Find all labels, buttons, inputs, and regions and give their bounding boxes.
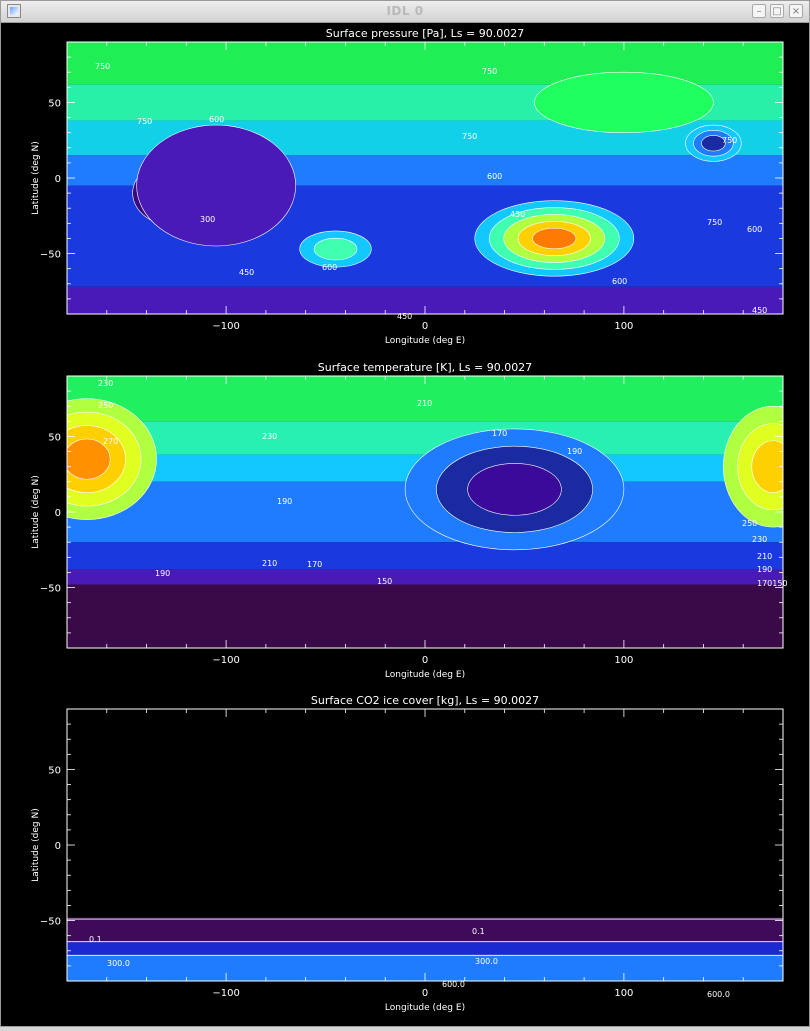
contour-label: 750 [707,218,722,227]
maximize-button[interactable]: □ [770,4,784,18]
contour-label: 450 [752,306,767,315]
contour-label: 300.0 [475,957,498,966]
contour-label: 170150 [757,579,788,588]
contour-band [67,941,783,956]
contour-label: 190 [155,569,170,578]
minimize-button[interactable]: – [752,4,766,18]
x-axis-label: Longitude (deg E) [385,1003,465,1013]
y-axis-label: Latitude (deg N) [31,475,41,548]
chart-title: Surface temperature [K], Ls = 90.0027 [318,361,532,374]
x-tick-label: 100 [614,655,633,666]
contour-label: 300.0 [107,959,130,968]
contour-label: 230 [98,379,113,388]
contour-label: 210 [757,552,772,561]
contour-fill [67,42,783,314]
chart-panel-3: −100 0 100 50 0 −50 Surface CO2 ice cover [kg]… [31,694,784,1013]
contour-label: 450 [397,312,412,321]
contour-label: 750 [137,117,152,126]
chart-title: Surface CO2 ice cover [kg], Ls = 90.0027 [311,694,539,707]
contour-label: 250 [98,401,113,410]
x-tick-label: 0 [422,321,428,332]
y-tick-label: 50 [48,432,61,443]
contour-label: 210 [417,399,432,408]
chart-panel-2: −100 0 100 50 0 −50 Surface temperature [K], L… [31,361,788,680]
contour-label: 750 [482,67,497,76]
contour-label: 230 [752,535,767,544]
contour-band [67,421,783,455]
contour-blob [313,237,358,261]
contour-blob [67,438,111,480]
plots-canvas: −100 0 100 50 0 −50 Surface pressure [Pa], Ls … [31,27,788,1013]
contour-blob [467,463,562,516]
contour-label: 170 [307,560,322,569]
contour-label: 170 [492,429,507,438]
x-tick-label: −100 [212,321,239,332]
contour-label: 270 [103,437,118,446]
chart-title: Surface pressure [Pa], Ls = 90.0027 [326,27,524,40]
contour-label: 0.1 [472,927,485,936]
contour-label: 600 [612,277,627,286]
contour-label: 750 [462,132,477,141]
window-title: IDL 0 [386,4,424,18]
contour-label: 0.1 [89,935,102,944]
contour-label: 250 [742,519,757,528]
x-tick-label: 100 [614,321,633,332]
contour-label: 190 [757,565,772,574]
contour-label: 600 [209,115,224,124]
x-tick-label: 0 [422,988,428,999]
y-tick-label: 0 [55,841,61,852]
x-tick-label: 0 [422,655,428,666]
contour-blob [136,124,297,247]
x-tick-label: 100 [614,988,633,999]
y-tick-label: 50 [48,98,61,109]
contour-label: 190 [277,497,292,506]
contour-label: 230 [262,432,277,441]
chart-panel-1: −100 0 100 50 0 −50 Surface pressure [Pa], Ls … [31,27,784,346]
y-tick-label: −50 [40,584,61,595]
window-titlebar[interactable]: IDL 0 – □ × [1,1,809,23]
contour-label: 750 [722,136,737,145]
x-tick-label: −100 [212,988,239,999]
contour-label: 600.0 [442,980,465,989]
contour-blob [532,227,577,250]
y-axis-label: Latitude (deg N) [31,141,41,214]
contour-label: 450 [510,210,525,219]
contour-blob [534,71,714,133]
x-tick-label: −100 [212,655,239,666]
contour-fill [67,376,783,648]
x-axis-label: Longitude (deg E) [385,670,465,680]
close-button[interactable]: × [789,4,803,18]
contour-fill [67,709,783,981]
app-icon[interactable] [7,4,21,18]
contour-label: 600 [322,263,337,272]
contour-blob [701,135,726,152]
y-axis-label: Latitude (deg N) [31,808,41,881]
contour-label: 300 [200,215,215,224]
contour-label: 210 [262,559,277,568]
plot-area: −100 0 100 50 0 −50 Surface pressure [Pa], Ls … [2,23,810,1027]
contour-band [67,584,783,648]
x-axis-label: Longitude (deg E) [385,336,465,346]
contour-band [67,542,783,570]
contour-band [67,917,783,942]
contour-label: 190 [567,447,582,456]
contour-label: 750 [95,62,110,71]
contour-label: 600.0 [707,990,730,999]
contour-label: 150 [377,577,392,586]
contour-blob [751,440,783,493]
y-tick-label: 50 [48,765,61,776]
y-tick-label: −50 [40,250,61,261]
contour-label: 600 [747,225,762,234]
contour-label: 450 [239,268,254,277]
y-tick-label: 0 [55,508,61,519]
y-tick-label: −50 [40,917,61,928]
contour-band [67,569,783,585]
y-tick-label: 0 [55,174,61,185]
contour-label: 600 [487,172,502,181]
